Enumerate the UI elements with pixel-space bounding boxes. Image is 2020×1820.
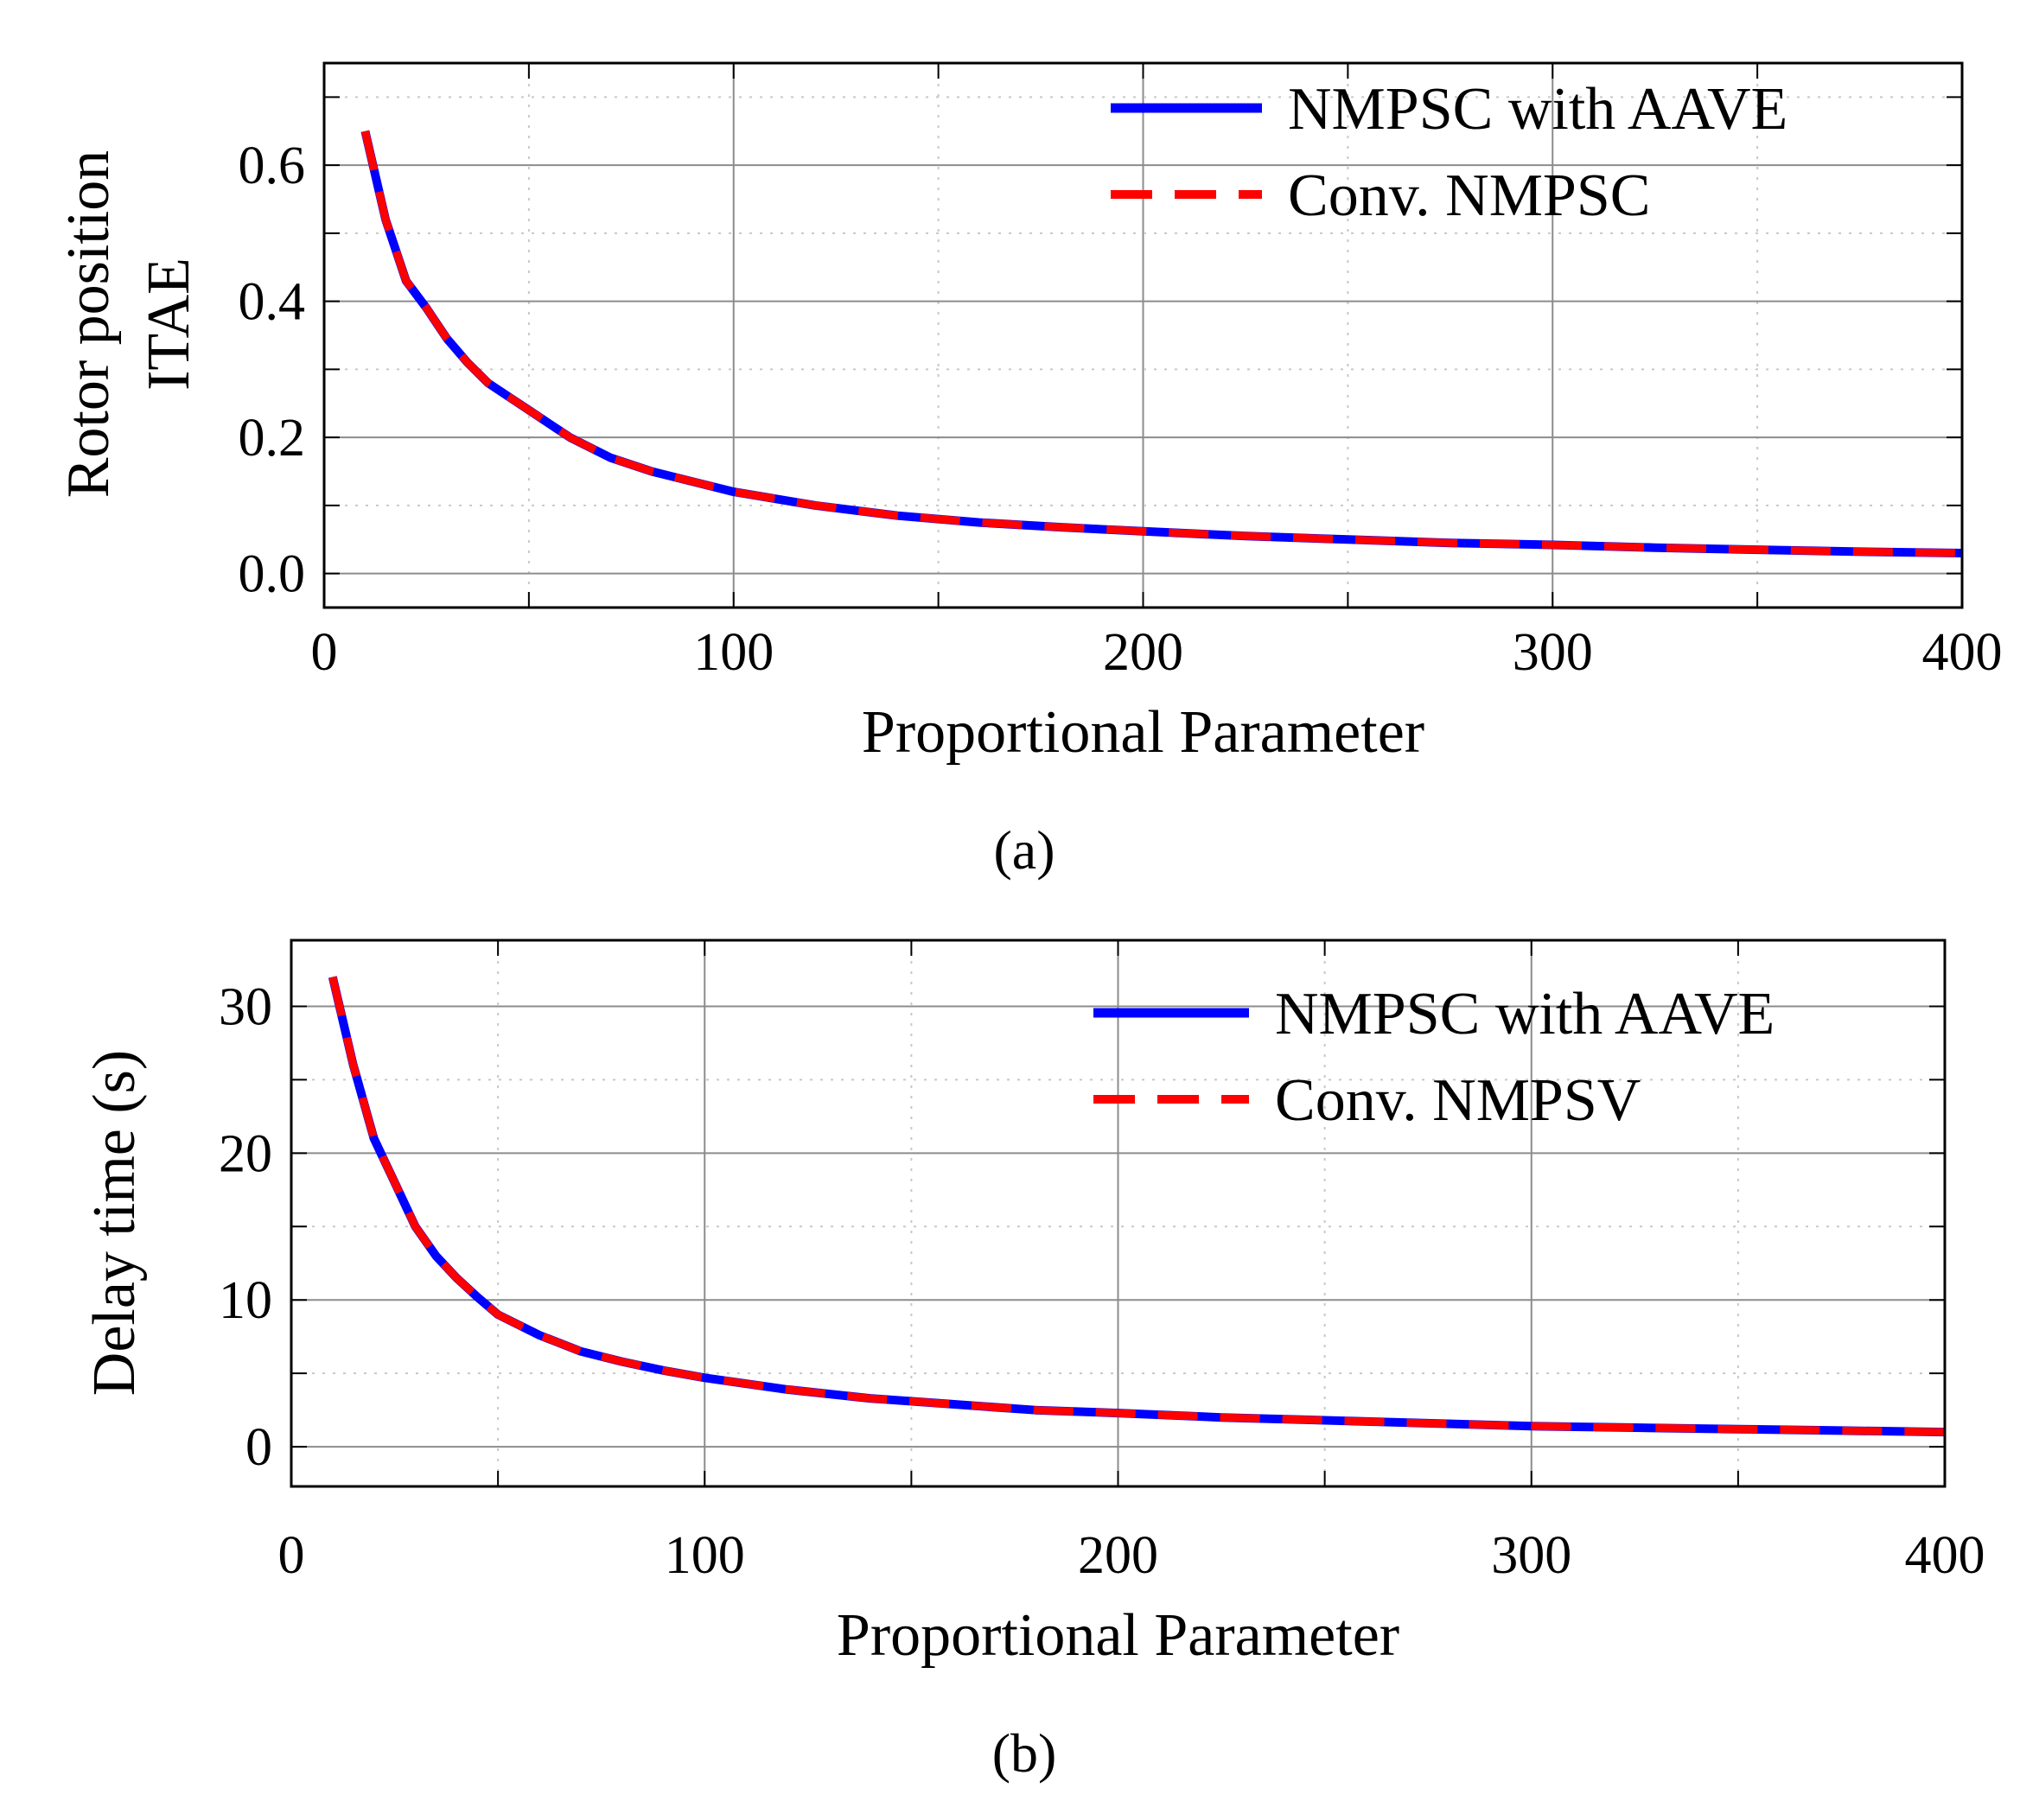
y-tick-label: 0.2 [239,409,306,468]
x-tick-label: 300 [1513,623,1593,682]
chart-b: 0 100 200 300 400 0 10 20 30 Proportional Paramet… [81,939,1985,1669]
series-line-2 [328,976,1946,1436]
y-tick-label: 0.4 [239,273,306,332]
legend-label-2: Conv. NMPSV [1275,1067,1641,1134]
y-tick-label: 0.0 [239,545,306,604]
legend-label-1: NMPSC with AAVE [1275,981,1775,1047]
x-tick-label: 300 [1491,1526,1571,1585]
x-tick-label: 100 [693,623,774,682]
y-axis-label: Delay time (s) [81,1050,148,1396]
y-axis-label: ITAE [136,258,202,391]
legend-label-2: Conv. NMPSC [1288,162,1651,229]
caption-b: (b) [992,1722,1057,1784]
x-tick-label: 100 [665,1526,745,1585]
y-tick-label: 10 [219,1271,272,1330]
x-tick-label: 200 [1103,623,1183,682]
x-axis-label: Proportional Parameter [837,1602,1399,1669]
y-tick-label: 0 [245,1418,272,1477]
y-tick-label: 20 [219,1124,272,1183]
chart-a: 0 100 200 300 400 0.0 0.2 0.4 0.6 Proportional Pa… [55,61,2003,766]
x-tick-label: 400 [1905,1526,1985,1585]
y-tick-label: 30 [219,977,272,1036]
legend-label-1: NMPSC with AAVE [1288,76,1787,143]
x-tick-label: 400 [1922,623,2003,682]
x-tick-label: 0 [311,623,338,682]
y-axis-label: Rotor position [55,150,122,499]
series-line-2 [361,130,1963,557]
x-axis-label: Proportional Parameter [862,699,1424,766]
plot-frame [322,61,1964,609]
y-tick-label: 0.6 [239,137,306,195]
plot-frame [290,939,1947,1488]
x-tick-label: 0 [278,1526,305,1585]
caption-a: (a) [993,819,1055,881]
x-tick-label: 200 [1078,1526,1158,1585]
